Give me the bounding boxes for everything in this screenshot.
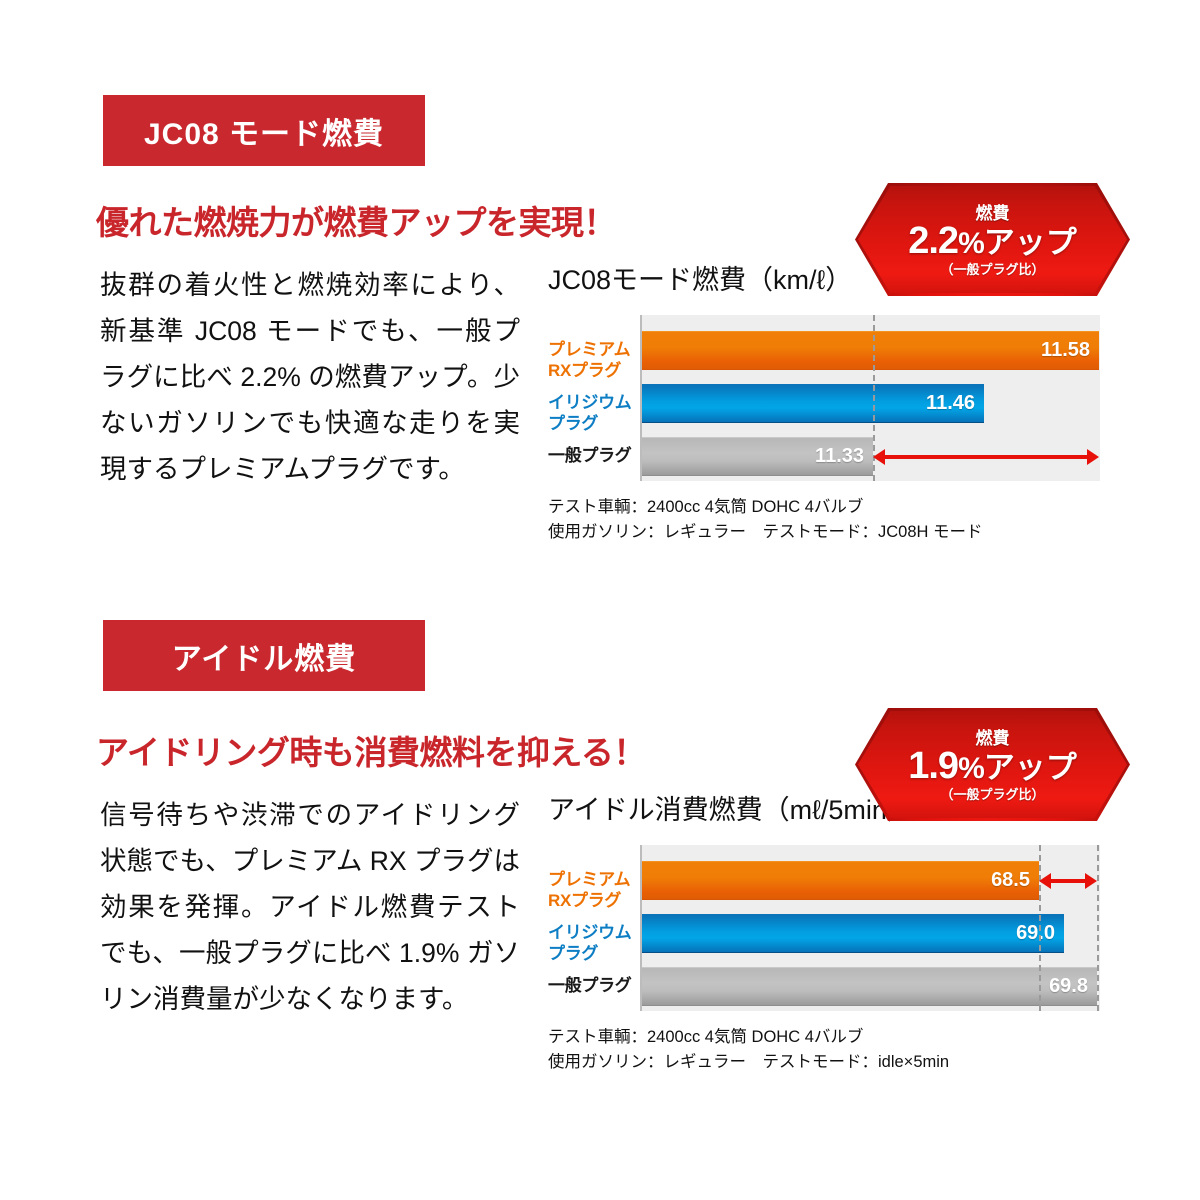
badge-main-value: 1.9%アップ: [908, 745, 1077, 788]
section-tag-jc08: JC08 モード燃費: [103, 95, 425, 166]
arrow-head-right-icon: [1087, 449, 1099, 465]
badge-main-value: 2.2%アップ: [908, 220, 1077, 263]
bar-value-normal-plug: 11.33: [815, 445, 864, 467]
headline-jc08: 優れた燃焼力が燃費アップを実現！: [96, 204, 617, 241]
label-line-1: プレミアム: [548, 870, 631, 889]
category-label-normal-plug: 一般プラグ: [548, 976, 632, 995]
category-labels-jc08: プレミアム RXプラグ イリジウム プラグ 一般プラグ: [548, 315, 640, 481]
label-line-1: イリジウム: [548, 923, 632, 942]
bar-iridium: 69.0: [642, 914, 1064, 953]
footnote-test-vehicle: テスト車輌：2400cc 4気筒 DOHC 4バルブ: [548, 1028, 864, 1046]
arrow-head-left-icon: [873, 449, 885, 465]
footnotes-idle: テスト車輌：2400cc 4気筒 DOHC 4バルブ 使用ガソリン：レギュラー …: [548, 1025, 1100, 1075]
badge-inner: 燃費 2.2%アップ （一般プラグ比）: [858, 186, 1127, 293]
category-label-premium-rx: プレミアム RXプラグ: [548, 339, 631, 381]
badge-percent-sign: %: [958, 227, 985, 261]
chart-title-idle: アイドル消費燃費（mℓ/5min）: [548, 795, 914, 825]
bar-normal-plug: 11.33: [642, 437, 873, 476]
label-line-2: プラグ: [548, 414, 599, 433]
chart-title-jc08: JC08モード燃費（km/ℓ）: [548, 265, 853, 295]
plot-wrapper-jc08: プレミアム RXプラグ イリジウム プラグ 一般プラグ 11.58 11.46 …: [548, 315, 1100, 481]
body-copy-jc08: 抜群の着火性と燃焼効率により、新基準 JC08 モードでも、一般プラグに比べ 2…: [100, 270, 520, 484]
category-label-normal-plug: 一般プラグ: [548, 446, 632, 465]
section-tag-idle: アイドル燃費: [103, 620, 425, 691]
label-line-2: RXプラグ: [548, 891, 622, 910]
plot-area-jc08: 11.58 11.46 11.33: [640, 315, 1100, 481]
bar-premium-rx: 11.58: [642, 331, 1099, 370]
section-idle-fuel-economy: アイドル燃費 アイドリング時も消費燃料を抑える！ 信号待ちや渋滞でのアイドリング…: [0, 600, 1200, 1200]
category-label-premium-rx: プレミアム RXプラグ: [548, 869, 631, 911]
headline-idle: アイドリング時も消費燃料を抑える！: [96, 734, 646, 771]
label-line-2: プラグ: [548, 944, 599, 963]
badge-number: 1.9: [908, 745, 959, 788]
category-labels-idle: プレミアム RXプラグ イリジウム プラグ 一般プラグ: [548, 845, 640, 1011]
badge-inner: 燃費 1.9%アップ （一般プラグ比）: [858, 711, 1127, 818]
badge-top-label: 燃費: [975, 204, 1010, 224]
plot-area-idle: 68.5 69.0 69.8: [640, 845, 1100, 1011]
category-label-iridium: イリジウム プラグ: [548, 392, 632, 434]
label-line-2: RXプラグ: [548, 361, 622, 380]
badge-up-text: アップ: [983, 750, 1077, 786]
badge-percent-sign: %: [958, 752, 985, 786]
badge-up-text: アップ: [983, 225, 1077, 261]
label-line-1: プレミアム: [548, 340, 631, 359]
arrow-shaft: [880, 455, 1092, 459]
plot-wrapper-idle: プレミアム RXプラグ イリジウム プラグ 一般プラグ 68.5 69.0 69…: [548, 845, 1100, 1011]
badge-number: 2.2: [908, 220, 959, 263]
category-label-iridium: イリジウム プラグ: [548, 922, 632, 964]
arrow-head-left-icon: [1039, 873, 1051, 889]
badge-fuel-economy-up-idle: 燃費 1.9%アップ （一般プラグ比）: [855, 708, 1130, 821]
reference-dashed-line: [873, 315, 875, 481]
badge-fuel-economy-up-jc08: 燃費 2.2%アップ （一般プラグ比）: [855, 183, 1130, 296]
badge-top-label: 燃費: [975, 729, 1010, 749]
bar-normal-plug: 69.8: [642, 967, 1097, 1006]
chart-jc08: JC08モード燃費（km/ℓ） プレミアム RXプラグ イリジウム プラグ 一般…: [548, 258, 1100, 545]
footnote-test-mode: 使用ガソリン：レギュラー テストモード：JC08H モード: [548, 523, 983, 541]
bar-value-premium-rx: 11.58: [1041, 339, 1090, 361]
improvement-arrow-jc08: [873, 446, 1099, 468]
bar-value-iridium: 11.46: [926, 392, 975, 414]
reference-dashed-line: [1039, 845, 1041, 1011]
badge-note: （一般プラグ比）: [940, 261, 1045, 277]
bar-value-iridium: 69.0: [1016, 922, 1055, 944]
bar-iridium: 11.46: [642, 384, 984, 423]
arrow-shaft: [1046, 879, 1090, 883]
footnotes-jc08: テスト車輌：2400cc 4気筒 DOHC 4バルブ 使用ガソリン：レギュラー …: [548, 495, 1100, 545]
reference-dashed-line-2: [1097, 845, 1099, 1011]
bar-value-premium-rx: 68.5: [991, 869, 1030, 891]
label-line-1: イリジウム: [548, 393, 632, 412]
chart-idle: アイドル消費燃費（mℓ/5min） プレミアム RXプラグ イリジウム プラグ …: [548, 788, 1100, 1075]
footnote-test-mode: 使用ガソリン：レギュラー テストモード：idle×5min: [548, 1053, 950, 1071]
bar-value-normal-plug: 69.8: [1049, 975, 1088, 997]
section-jc08-fuel-economy: JC08 モード燃費 優れた燃焼力が燃費アップを実現！ 抜群の着火性と燃焼効率に…: [96, 95, 1130, 545]
badge-note: （一般プラグ比）: [940, 786, 1045, 802]
bar-premium-rx: 68.5: [642, 861, 1039, 900]
footnote-test-vehicle: テスト車輌：2400cc 4気筒 DOHC 4バルブ: [548, 498, 864, 516]
body-copy-idle: 信号待ちや渋滞でのアイドリング状態でも、プレミアム RX プラグは効果を発揮。ア…: [100, 800, 520, 1014]
arrow-head-right-icon: [1085, 873, 1097, 889]
improvement-arrow-idle: [1039, 870, 1097, 892]
